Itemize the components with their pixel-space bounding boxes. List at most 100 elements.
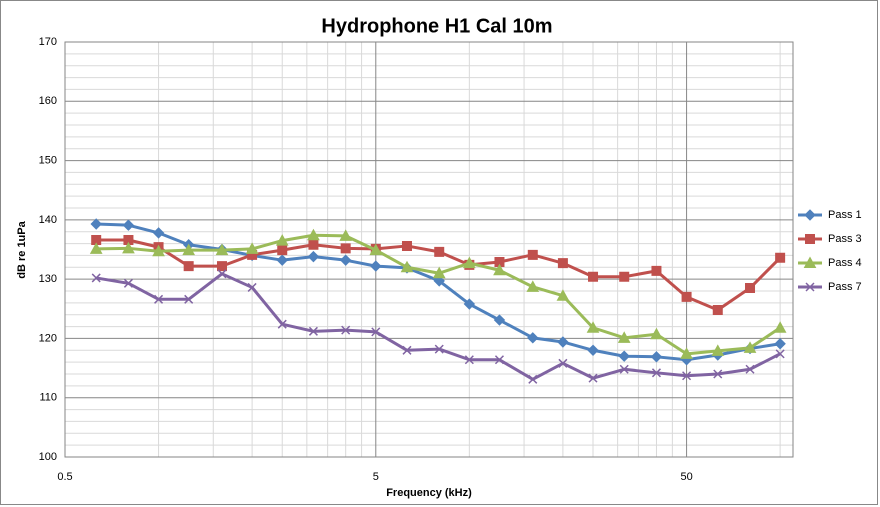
marker	[557, 258, 568, 269]
legend-label: Pass 1	[828, 209, 862, 221]
plot-border	[64, 41, 794, 458]
marker	[527, 332, 539, 344]
y-tick-label: 160	[39, 95, 57, 107]
x-tick-label: 0.5	[57, 471, 72, 483]
marker	[371, 327, 381, 337]
marker	[618, 350, 630, 362]
marker	[803, 256, 817, 268]
marker	[805, 282, 815, 292]
marker	[277, 319, 287, 329]
legend-label: Pass 3	[828, 233, 862, 245]
marker	[493, 314, 506, 326]
marker	[713, 369, 723, 379]
marker	[463, 298, 476, 310]
marker	[650, 327, 663, 340]
marker	[123, 235, 134, 246]
marker	[122, 241, 135, 254]
y-tick-label: 170	[39, 36, 57, 48]
chart-title: Hydrophone H1 Cal 10m	[321, 15, 552, 37]
marker	[152, 244, 165, 257]
marker	[745, 364, 755, 374]
marker	[276, 254, 288, 266]
marker	[712, 304, 723, 315]
marker	[308, 326, 318, 336]
marker	[401, 240, 412, 251]
marker	[339, 254, 352, 266]
y-tick-label: 150	[39, 154, 57, 166]
marker	[588, 373, 598, 383]
marker	[617, 331, 631, 343]
y-tick-label: 120	[39, 332, 57, 344]
marker	[464, 355, 474, 365]
marker	[247, 282, 257, 292]
x-axis-label: Frequency (kHz)	[386, 487, 472, 499]
marker	[217, 269, 227, 279]
marker	[434, 246, 445, 257]
marker	[370, 260, 382, 272]
marker	[682, 371, 692, 381]
x-tick-label: 5	[373, 471, 379, 483]
marker	[463, 256, 476, 269]
marker	[434, 344, 444, 354]
marker	[400, 260, 414, 273]
marker	[527, 249, 538, 260]
y-axis-label: dB re 1uPa	[16, 220, 28, 278]
marker	[122, 219, 135, 231]
marker	[494, 256, 505, 267]
marker	[528, 374, 538, 384]
legend-label: Pass 7	[828, 281, 862, 293]
marker	[557, 336, 569, 348]
marker	[775, 349, 785, 359]
y-tick-label: 140	[39, 214, 57, 226]
marker	[558, 358, 568, 368]
marker	[216, 261, 227, 272]
marker	[182, 243, 196, 256]
legend-label: Pass 4	[828, 257, 862, 269]
marker	[275, 234, 289, 246]
marker	[526, 280, 540, 292]
marker	[91, 235, 102, 246]
marker	[340, 243, 351, 254]
marker	[587, 344, 599, 356]
marker	[619, 271, 630, 282]
marker	[341, 325, 351, 335]
marker	[493, 263, 506, 276]
marker	[90, 218, 102, 230]
marker	[680, 347, 693, 359]
marker	[494, 355, 504, 365]
marker	[711, 344, 725, 356]
marker	[91, 273, 101, 283]
marker	[774, 338, 786, 350]
marker	[745, 283, 756, 294]
marker	[277, 245, 288, 256]
marker	[184, 294, 194, 304]
marker	[651, 368, 661, 378]
y-tick-label: 100	[39, 451, 57, 463]
marker	[339, 229, 353, 241]
marker	[152, 227, 165, 239]
marker	[307, 228, 320, 241]
marker	[432, 266, 446, 279]
x-tick-label: 50	[680, 471, 692, 483]
marker	[805, 234, 815, 244]
marker	[154, 294, 164, 304]
marker	[215, 243, 229, 256]
marker	[775, 252, 786, 263]
marker	[307, 250, 320, 263]
marker	[804, 209, 816, 221]
marker	[89, 242, 103, 254]
marker	[773, 321, 787, 333]
marker	[619, 364, 629, 374]
marker	[556, 289, 570, 301]
marker	[433, 275, 445, 287]
marker	[651, 265, 662, 276]
marker	[588, 271, 599, 282]
marker	[245, 242, 259, 254]
y-tick-label: 110	[39, 392, 57, 404]
marker	[308, 239, 319, 250]
marker	[402, 345, 412, 355]
marker	[183, 261, 194, 272]
y-tick-label: 130	[39, 273, 57, 285]
